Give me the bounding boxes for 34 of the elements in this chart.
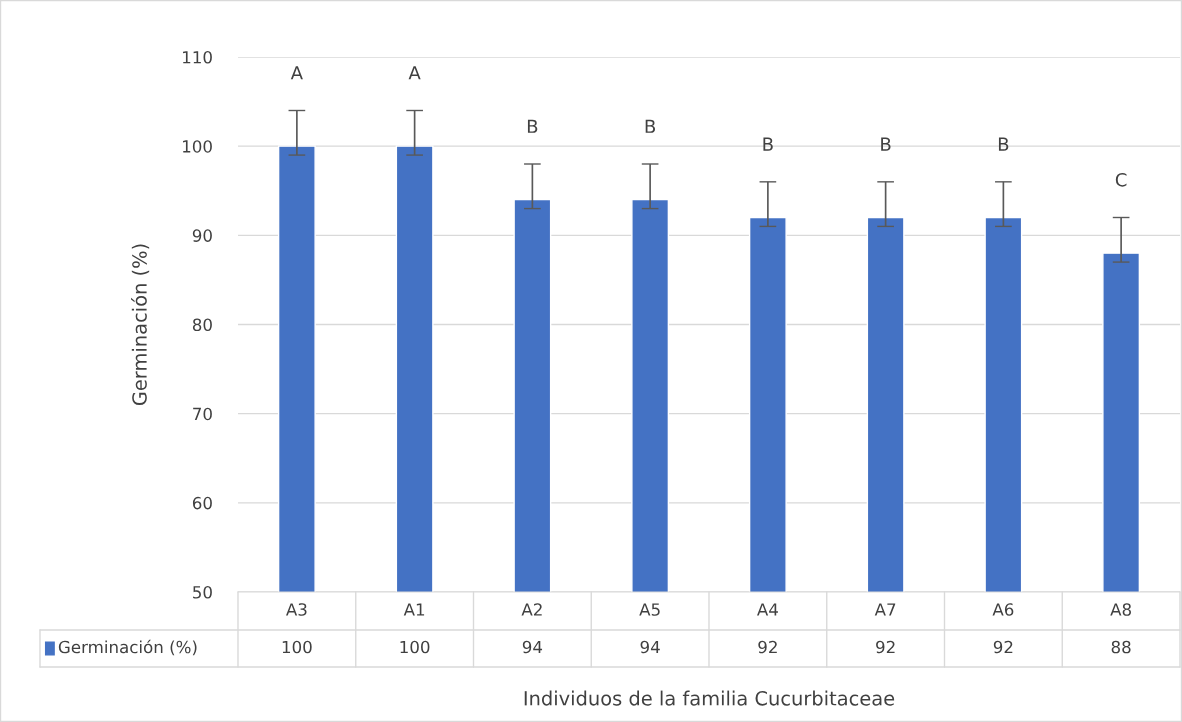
data-label: 100 <box>400 640 430 654</box>
annotation: B <box>881 137 891 151</box>
data-label: 92 <box>758 640 777 654</box>
data-label: 94 <box>522 640 543 654</box>
y-tick-label: 110 <box>183 50 212 64</box>
annotation: B <box>645 119 656 133</box>
y-tick-label: 80 <box>192 318 212 332</box>
annotation: A <box>408 66 421 80</box>
x-tick-label: A8 <box>1110 603 1131 616</box>
legend-label: Germinación (%) <box>58 639 197 656</box>
y-tick-label: 60 <box>192 496 212 510</box>
y-tick-label: 50 <box>193 585 212 599</box>
x-tick-label: A1 <box>403 603 425 616</box>
x-axis-title: Individuos de la familia Cucurbitaceae <box>524 690 895 706</box>
y-axis-title: Germinación (%) <box>131 244 150 406</box>
x-tick-label: A6 <box>992 603 1014 616</box>
x-tick-label: A2 <box>521 603 542 616</box>
annotation: C <box>1115 172 1127 187</box>
x-tick-label: A7 <box>874 603 896 616</box>
data-label: 94 <box>640 640 660 654</box>
data-label: 92 <box>876 640 895 654</box>
x-tick-label: A3 <box>286 603 307 616</box>
y-tick-label: 70 <box>193 407 212 421</box>
x-tick-label: A5 <box>639 603 660 616</box>
data-label: 100 <box>282 640 312 654</box>
y-tick-label: 90 <box>192 229 212 242</box>
x-tick-label: A4 <box>757 603 778 616</box>
annotation: B <box>998 137 1009 151</box>
annotation: A <box>290 66 303 80</box>
y-tick-label: 100 <box>183 140 212 153</box>
data-label: 88 <box>1111 640 1131 654</box>
data-label: 92 <box>993 640 1013 654</box>
annotation: B <box>763 137 773 151</box>
annotation: B <box>527 119 538 133</box>
